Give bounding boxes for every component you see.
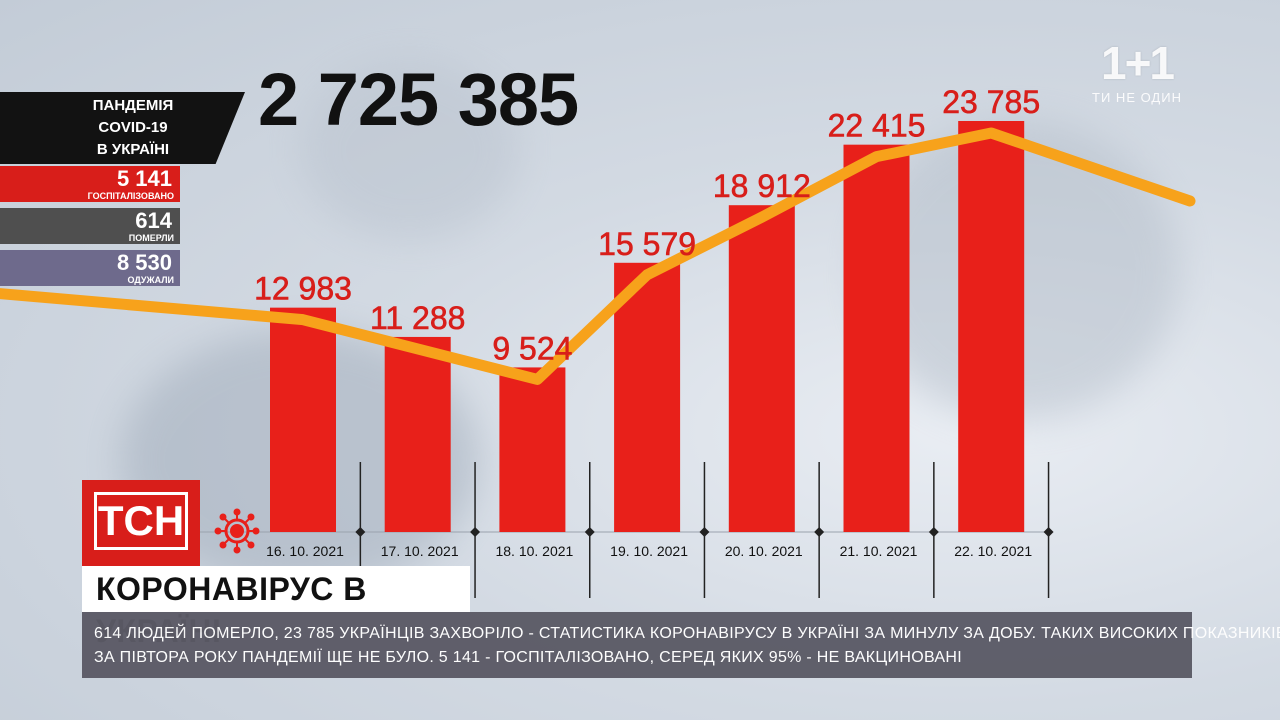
x-axis-tick-label: 21. 10. 2021 — [840, 543, 918, 559]
x-axis-tick-label: 18. 10. 2021 — [495, 543, 573, 559]
bar — [843, 144, 910, 532]
stat-hospitalized: 5 141 ГОСПІТАЛІЗОВАНО — [0, 166, 180, 202]
bar-value-label: 23 785 — [942, 84, 1040, 120]
stat-hospitalized-label: ГОСПІТАЛІЗОВАНО — [87, 191, 174, 201]
tsn-badge-text: ТСН — [94, 492, 188, 550]
panel-title-line-2: COVID-19 — [98, 119, 168, 136]
background-blob — [300, 60, 520, 240]
bar — [614, 262, 681, 532]
trend-line-group — [0, 127, 1196, 385]
ticker-line-2: ЗА ПІВТОРА РОКУ ПАНДЕМІЇ ЩЕ НЕ БУЛО. 5 1… — [94, 649, 962, 666]
total-cases: 2 725 385 — [258, 58, 579, 141]
x-axis-tick-marker — [1043, 527, 1054, 537]
news-ticker: 614 ЛЮДЕЙ ПОМЕРЛО, 23 785 УКРАЇНЦІВ ЗАХВ… — [82, 612, 1280, 678]
logo-mark: 1+1 — [1100, 37, 1175, 89]
x-axis-tick-label: 17. 10. 2021 — [381, 543, 459, 559]
x-axis-tick-label: 22. 10. 2021 — [954, 543, 1032, 559]
x-axis-tick-marker — [470, 527, 481, 537]
panel-title-line-1: ПАНДЕМІЯ — [92, 97, 174, 114]
virus-icon — [214, 508, 260, 554]
x-axis-tick-marker — [584, 527, 595, 537]
stat-deaths-value: 614 — [135, 208, 172, 233]
x-axis-tick-label: 20. 10. 2021 — [725, 543, 803, 559]
x-axis-tick-label: 16. 10. 2021 — [266, 543, 344, 559]
bar — [384, 336, 451, 532]
tsn-badge: ТСН — [82, 480, 200, 566]
stat-deaths-label: ПОМЕРЛИ — [128, 233, 174, 243]
headline-bar: КОРОНАВІРУС В УКРАЇНІ — [82, 566, 470, 649]
channel-logo: 1+1 ТИ НЕ ОДИН — [1072, 40, 1202, 105]
x-axis-tick-marker — [928, 527, 939, 537]
bar — [728, 205, 795, 533]
bar — [270, 307, 336, 532]
bar — [499, 367, 566, 532]
bar — [958, 120, 1025, 532]
bar-value-label: 12 983 — [254, 271, 352, 307]
stat-hospitalized-value: 5 141 — [116, 166, 172, 191]
x-axis-labels-group: 16. 10. 2021 17. 10. 2021 18. 10. 2021 19. … — [266, 543, 1032, 559]
bar-value-label: 22 415 — [828, 108, 926, 144]
bar-value-label: 15 579 — [598, 226, 696, 262]
logo-tagline: ТИ НЕ ОДИН — [1092, 90, 1182, 105]
panel-title-line-3: В УКРАЇНІ — [96, 141, 170, 158]
stats-panel-title: ПАНДЕМІЯ COVID-19 В УКРАЇНІ — [0, 92, 245, 164]
x-axis-tick-marker — [814, 527, 825, 537]
bar-value-label: 11 288 — [370, 300, 466, 336]
stat-recovered-value: 8 530 — [116, 250, 172, 275]
x-axis-tick-marker — [355, 527, 366, 537]
x-axis-tick-marker — [699, 527, 710, 537]
bar-value-label: 9 524 — [492, 330, 572, 366]
bars-group — [270, 120, 1025, 533]
x-axis-tick-label: 19. 10. 2021 — [610, 543, 688, 559]
stat-recovered: 8 530 ОДУЖАЛИ — [0, 250, 180, 286]
stat-deaths: 614 ПОМЕРЛИ — [0, 208, 180, 244]
ticker-line-1: 614 ЛЮДЕЙ ПОМЕРЛО, 23 785 УКРАЇНЦІВ ЗАХВ… — [94, 625, 1280, 642]
stat-recovered-label: ОДУЖАЛИ — [127, 275, 174, 285]
trend-line — [0, 127, 1196, 385]
bar-value-label: 18 912 — [713, 168, 811, 204]
value-labels-group: 12 983 11 288 9 524 15 579 18 912 22 415 23 78… — [254, 84, 1041, 367]
